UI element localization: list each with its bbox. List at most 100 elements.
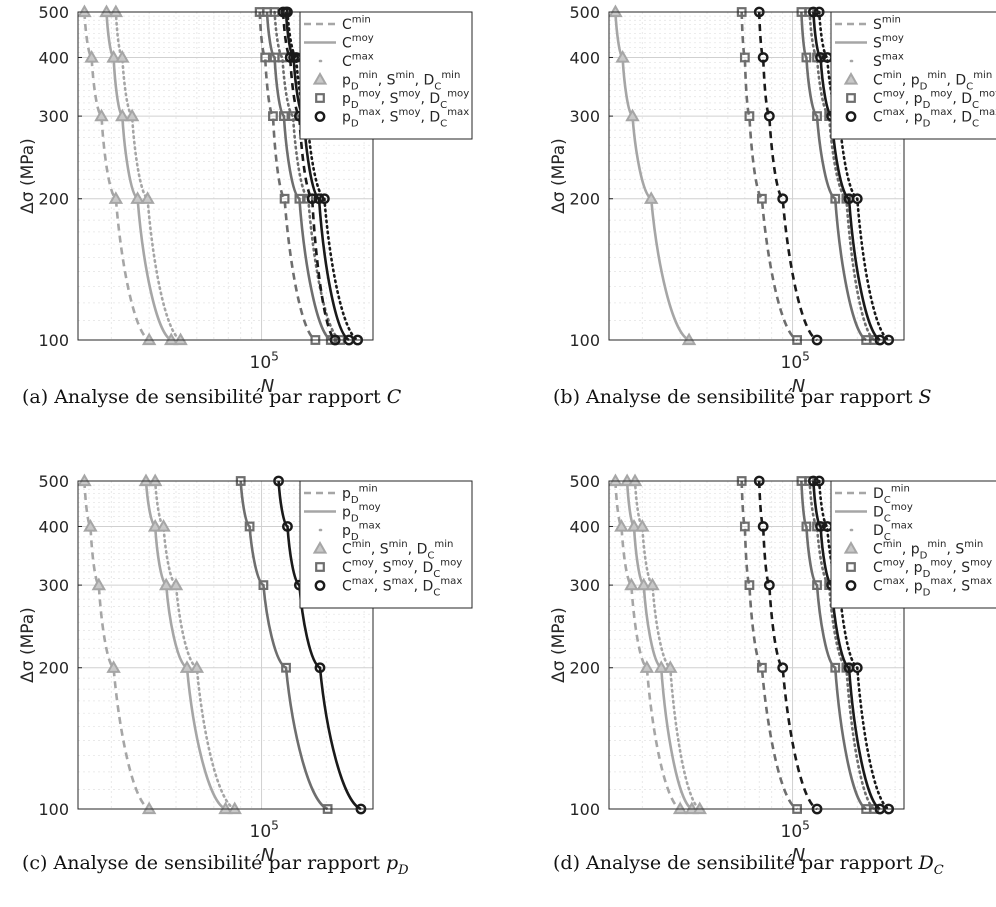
marker-circle — [763, 110, 775, 122]
series-line — [286, 10, 359, 342]
marker-triangle — [156, 518, 171, 532]
legend-label: Cmax​, pDmax​, DCmax​ — [873, 107, 996, 129]
legend-label: Cmoy​ — [342, 33, 374, 51]
series-line — [757, 480, 818, 811]
legend-label: Cmin​, Smin​, DCmin​ — [342, 539, 453, 561]
series-light-solid — [608, 4, 697, 346]
y-tick-label: 300 — [38, 576, 69, 595]
marker-triangle — [115, 108, 130, 122]
legend-box — [299, 11, 473, 140]
y-tick-label: 200 — [569, 190, 600, 209]
subfigure-caption: (c) Analyse de sensibilité par rapport p… — [22, 852, 409, 878]
marker-triangle — [654, 660, 669, 673]
marker-triangle — [672, 801, 688, 815]
y-tick-label: 400 — [569, 517, 600, 536]
marker-square — [812, 111, 822, 122]
series-line — [800, 480, 867, 811]
marker-triangle — [147, 473, 163, 487]
y-axis-label: Δσ (MPa) — [18, 138, 38, 214]
legend: pDmin​pDmoy​pDmax​Cmin​, Smin​, DCmin​Cm… — [299, 480, 473, 609]
series-mid-solid — [796, 7, 872, 345]
subfigure-caption: (d) Analyse de sensibilité par rapport D… — [553, 852, 944, 878]
y-tick-label: 500 — [38, 3, 69, 22]
marker-triangle — [608, 4, 623, 18]
marker-triangle — [843, 540, 859, 554]
marker-square — [739, 521, 750, 532]
marker-triangle — [106, 49, 121, 63]
subfigure-caption: (a) Analyse de sensibilité par rapport C — [22, 386, 402, 408]
marker-square — [260, 52, 271, 63]
legend-label: Cmin​, pDmin​, DCmin​ — [873, 70, 992, 92]
marker-circle — [845, 111, 857, 122]
marker-triangle — [84, 49, 99, 63]
marker-triangle — [130, 191, 145, 204]
legend-label: Cmoy​, pDmoy​, Smoy​ — [873, 558, 992, 580]
legend-label: Cmax​, pDmax​, Smax​ — [873, 576, 992, 598]
legend-label: pDmoy​, Smoy​, DCmoy​ — [342, 89, 469, 111]
marker-circle — [851, 662, 863, 674]
marker-circle — [282, 521, 293, 532]
y-tick-label: 100 — [569, 331, 600, 350]
marker-triangle — [147, 518, 163, 532]
legend-label: Smoy​ — [873, 33, 904, 51]
marker-circle — [314, 111, 326, 122]
series-line — [757, 11, 818, 342]
marker-square — [268, 111, 278, 122]
marker-triangle — [663, 660, 678, 673]
x-tick-label: 105​ — [250, 818, 279, 842]
marker-triangle — [312, 540, 328, 554]
axes-frame — [608, 480, 905, 810]
x-axis-label: N — [792, 845, 805, 866]
marker-square — [315, 562, 325, 572]
marker-square — [744, 580, 755, 591]
series-line — [239, 480, 329, 811]
series-line — [281, 11, 337, 342]
legend-box — [299, 480, 473, 609]
marker-triangle — [115, 49, 130, 63]
chart-panel-4: 100 200 300 400 500 105​ N Δσ (MPa) DCmin​DCmoy​… — [549, 472, 996, 866]
marker-triangle — [636, 577, 651, 591]
legend-label: pDmax​ — [342, 521, 381, 543]
marker-square — [756, 193, 767, 204]
legend-label: Smin​ — [873, 15, 901, 33]
y-tick-label: 200 — [569, 659, 600, 678]
marker-triangle — [312, 71, 328, 85]
marker-square — [756, 662, 767, 673]
marker-triangle — [218, 801, 233, 815]
marker-triangle — [108, 191, 124, 204]
y-tick-label: 500 — [569, 3, 600, 22]
marker-circle — [777, 193, 789, 205]
marker-triangle — [99, 4, 114, 18]
legend-label: Smax​ — [873, 52, 904, 70]
marker-square — [258, 580, 269, 591]
axes-frame — [77, 480, 374, 810]
marker-square — [278, 111, 289, 122]
marker-square — [315, 93, 325, 103]
marker-triangle — [173, 332, 188, 346]
series-light-dash — [608, 473, 688, 815]
marker-square — [846, 93, 856, 103]
marker-triangle — [227, 801, 242, 815]
y-tick-label: 300 — [569, 107, 600, 126]
marker-triangle — [843, 71, 859, 85]
y-axis-label: Δσ (MPa) — [549, 138, 569, 214]
series-line — [265, 11, 332, 342]
series-line — [258, 11, 317, 342]
marker-triangle — [77, 4, 92, 18]
series-light-dash — [77, 473, 157, 815]
legend-label: pDmoy​ — [342, 502, 381, 524]
marker-square — [812, 580, 822, 591]
marker-square — [801, 521, 812, 532]
series-line — [740, 11, 798, 342]
marker-triangle — [608, 473, 623, 487]
series-light-solid — [99, 4, 179, 346]
series-light-solid — [619, 473, 700, 815]
marker-circle — [845, 580, 857, 591]
y-tick-label: 200 — [38, 659, 69, 678]
marker-circle — [757, 52, 769, 63]
series-line — [83, 11, 150, 342]
y-tick-label: 400 — [38, 517, 69, 536]
subfigure-caption: (b) Analyse de sensibilité par rapport S — [553, 386, 932, 408]
marker-triangle — [141, 332, 157, 346]
marker-triangle — [626, 518, 642, 532]
